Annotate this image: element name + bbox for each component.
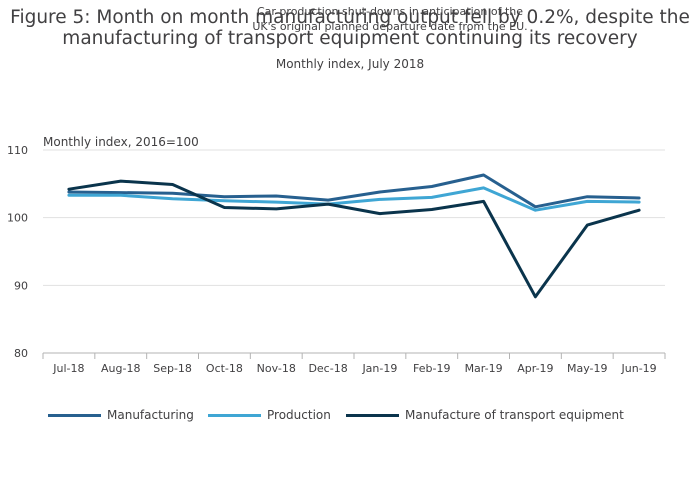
x-tick-label: Aug-18 xyxy=(101,362,140,375)
y-axis-label: Monthly index, 2016=100 xyxy=(43,135,199,149)
chart-title-line: Figure 5: Month on month manufacturing o… xyxy=(10,7,690,28)
chart-annotation: Car production shut-downs in anticipatio… xyxy=(240,4,540,34)
y-tick-label: 90 xyxy=(14,279,28,292)
series-line-production xyxy=(67,186,641,212)
grid-lines xyxy=(43,149,665,286)
x-tick-label: Mar-19 xyxy=(465,362,503,375)
legend-swatch xyxy=(208,413,261,417)
x-tick-label: Jan-19 xyxy=(361,362,397,375)
chart-title-line: manufacturing of transport equipment con… xyxy=(62,28,638,49)
legend-swatch xyxy=(48,413,101,417)
x-tick-label: Feb-19 xyxy=(413,362,450,375)
x-axis xyxy=(42,352,666,359)
legend-item-transport[interactable]: Manufacture of transport equipment xyxy=(346,408,624,422)
x-tick-label: Sep-18 xyxy=(153,362,192,375)
legend-item-production[interactable]: Production xyxy=(208,408,331,422)
x-tick-label: Jul-18 xyxy=(52,362,84,375)
y-tick-label: 100 xyxy=(7,212,28,225)
legend-label: Manufacturing xyxy=(107,408,194,422)
annotation-line: UK's original planned departure date fro… xyxy=(252,20,528,33)
series-line-transport xyxy=(67,179,641,299)
y-tick-label: 110 xyxy=(7,144,28,157)
x-tick-label: Apr-19 xyxy=(517,362,553,375)
legend-item-manufacturing[interactable]: Manufacturing xyxy=(48,408,194,422)
series-line-manufacturing xyxy=(67,173,641,209)
x-tick-label: Nov-18 xyxy=(257,362,296,375)
x-tick-label: Jun-19 xyxy=(621,362,657,375)
legend-swatch xyxy=(346,413,399,417)
legend-label: Manufacture of transport equipment xyxy=(405,408,624,422)
chart-subtitle: Monthly index, July 2018 xyxy=(275,57,425,71)
annotation-line: Car production shut-downs in anticipatio… xyxy=(256,5,524,18)
x-tick-label: May-19 xyxy=(567,362,608,375)
y-axis-ticks: 80 90 100 110 xyxy=(7,144,28,360)
y-tick-label: 80 xyxy=(14,347,28,360)
legend-label: Production xyxy=(267,408,331,422)
series-lines xyxy=(67,173,641,299)
x-tick-label: Dec-18 xyxy=(308,362,347,375)
x-axis-ticks: Jul-18 Aug-18 Sep-18 Oct-18 Nov-18 Dec-18 Jan-… xyxy=(52,362,656,375)
x-tick-label: Oct-18 xyxy=(206,362,243,375)
chart-title: Figure 5: Month on month manufacturing o… xyxy=(0,7,700,49)
